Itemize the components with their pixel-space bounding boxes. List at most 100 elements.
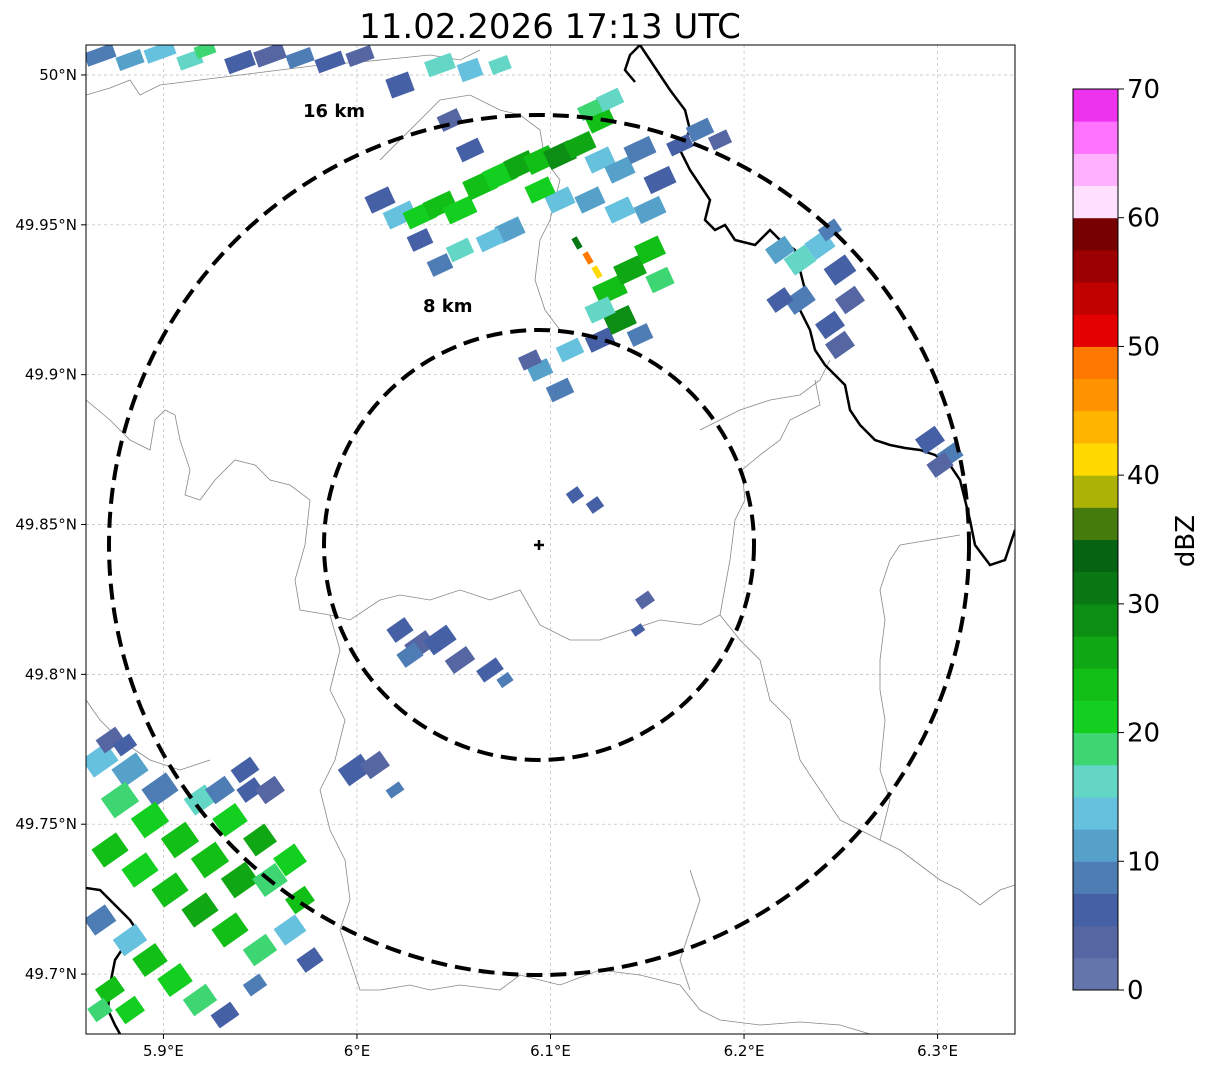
radar-echo-cell	[130, 801, 170, 839]
radar-echo-cell	[296, 947, 324, 973]
radar-echo-cell	[111, 752, 149, 788]
radar-echo-cell	[160, 821, 200, 859]
colorbar-swatch	[1073, 893, 1118, 927]
radar-echo-cell	[442, 195, 478, 225]
colorbar-swatch	[1073, 507, 1118, 540]
colorbar: 0 10 20 30 40 50 60 70 dBZ	[1072, 75, 1201, 1006]
radar-echo-cell	[455, 137, 485, 163]
figure-title: 11.02.2026 17:13 UTC	[359, 7, 741, 47]
radar-echo-cell	[230, 756, 260, 784]
radar-echo-cell	[112, 733, 138, 757]
colorbar-swatch	[1073, 668, 1118, 701]
colorbar-swatch	[1073, 539, 1118, 573]
colorbar-swatch	[1073, 89, 1118, 122]
radar-echo-cell	[526, 358, 554, 382]
radar-echo-cell	[707, 129, 733, 151]
colorbar-swatch	[1073, 636, 1118, 669]
commune-border	[86, 379, 821, 641]
radar-echo-cell	[635, 590, 655, 610]
radar-echo-cell	[633, 195, 667, 225]
radar-echo-cell	[236, 777, 264, 803]
radar-echo-cell	[242, 973, 268, 997]
radar-echo-cell	[243, 823, 277, 857]
radar-echo-cell	[95, 726, 125, 754]
radar-echo-cell	[115, 48, 145, 72]
radar-echo-cell	[643, 165, 677, 195]
x-tick-label: 5.9°E	[143, 1042, 184, 1060]
radar-echo-cell	[86, 45, 117, 67]
ring-label-16km: 16 km	[303, 101, 365, 122]
colorbar-swatch	[1073, 829, 1118, 862]
radar-echo-cell	[115, 995, 145, 1025]
radar-echo-cell	[121, 852, 159, 888]
radar-echo-cell	[112, 923, 148, 957]
y-axis-ticks: 50°N 49.95°N 49.9°N 49.85°N 49.8°N 49.75°N 49.…	[15, 66, 86, 983]
radar-echo-cell	[823, 254, 857, 286]
radar-echo-cell	[422, 190, 458, 220]
radar-echo-cell	[666, 133, 694, 157]
colorbar-swatch	[1073, 217, 1118, 251]
radar-echo-cell	[424, 52, 456, 78]
radar-echo-cell	[406, 228, 434, 252]
radar-echo-cell	[544, 186, 576, 214]
radar-echo-cell	[626, 323, 654, 347]
radar-echo-cell	[494, 216, 526, 244]
colorbar-tick-label: 50	[1127, 332, 1160, 362]
colorbar-swatch	[1073, 249, 1118, 283]
radar-echo-cell	[475, 227, 505, 253]
colorbar-swatch	[1073, 346, 1118, 380]
radar-echo-cell	[623, 135, 657, 165]
radar-echo-cell	[524, 176, 556, 204]
radar-echo-cell	[181, 892, 219, 928]
colorbar-swatch	[1073, 442, 1118, 476]
radar-echo-cell	[488, 55, 512, 75]
radar-echo-cell	[563, 130, 597, 160]
x-axis-ticks: 5.9°E 6°E 6.1°E 6.2°E 6.3°E	[143, 1034, 958, 1060]
commune-border	[86, 49, 481, 96]
colorbar-ticks: 0 10 20 30 40 50 60 70	[1118, 75, 1160, 1006]
radar-echo-cell	[157, 962, 193, 998]
radar-echo-cell	[835, 285, 865, 315]
radar-echo-cell	[603, 305, 637, 335]
commune-border	[699, 359, 831, 431]
radar-echo-cell	[360, 750, 390, 780]
radar-echo-cell	[273, 914, 307, 946]
radar-echo-cell	[220, 861, 260, 899]
radar-echo-cell	[386, 617, 414, 643]
radar-echo-cell	[784, 285, 816, 315]
range-ring-8km	[322, 328, 756, 762]
radar-echo-cell	[783, 244, 817, 276]
range-ring-16km	[107, 113, 971, 977]
colorbar-tick-label: 20	[1127, 719, 1160, 749]
colorbar-swatch	[1073, 282, 1118, 315]
commune-border	[679, 869, 701, 991]
radar-echo-cell	[210, 1001, 240, 1029]
radar-echo-cell	[555, 337, 585, 363]
radar-echo-cell	[476, 657, 504, 683]
radar-echo-cell	[574, 186, 606, 214]
radar-echo-cell	[645, 266, 675, 294]
y-tick-label: 49.75°N	[15, 815, 77, 833]
radar-echo-cell	[926, 452, 954, 478]
radar-echo-cell	[91, 832, 129, 868]
x-tick-label: 6.2°E	[724, 1042, 765, 1060]
radar-echo-cell	[95, 975, 125, 1005]
colorbar-swatch	[1073, 700, 1118, 734]
radar-echo-cell	[86, 904, 117, 936]
colorbar-swatch	[1073, 185, 1118, 219]
radar-echo-cell	[815, 310, 845, 340]
radar-echo-cell	[630, 623, 646, 637]
radar-echo-cell	[765, 235, 795, 265]
radar-echo-cell	[242, 933, 278, 967]
radar-echo-cell	[584, 327, 616, 353]
colorbar-swatch	[1073, 314, 1118, 347]
radar-echo-cell	[385, 781, 405, 799]
radar-echo-cell	[571, 236, 583, 250]
colorbar-frame	[1072, 88, 1119, 991]
radar-echo-cell	[314, 50, 346, 74]
radar-echo-cell	[604, 156, 636, 184]
radar-echo-cell	[496, 671, 514, 689]
colorbar-swatch	[1073, 796, 1118, 830]
radar-echo-cell	[426, 253, 454, 277]
